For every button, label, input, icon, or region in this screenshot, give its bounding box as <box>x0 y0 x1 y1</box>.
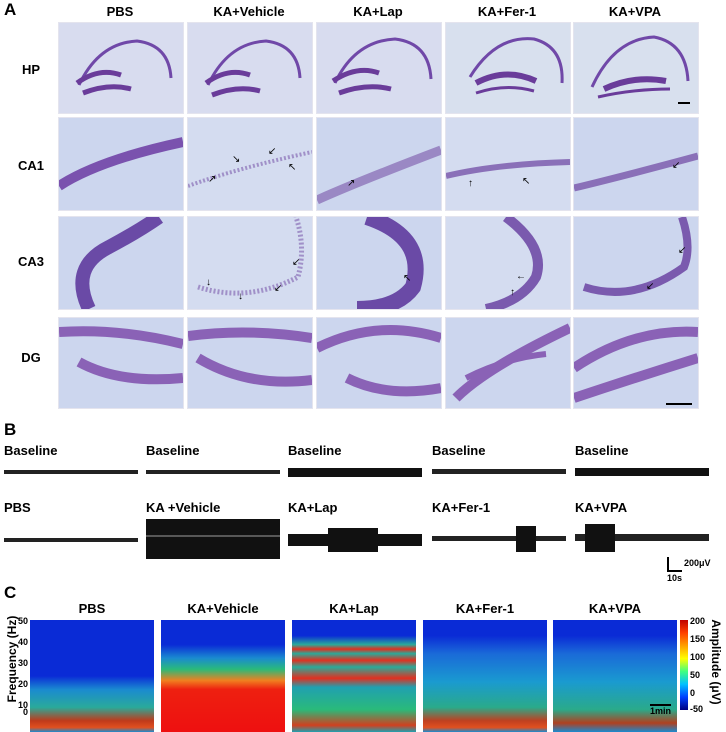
colorbar <box>680 620 688 710</box>
baseline-trace-3 <box>288 468 422 477</box>
col-label-ka-vpa: KA+VPA <box>608 4 662 19</box>
spectrogram-ka-fer1 <box>423 620 547 732</box>
svg-text:↖: ↖ <box>522 176 530 187</box>
row-label-hp: HP <box>21 62 41 77</box>
treatment-trace-ka-lap <box>288 528 422 552</box>
colorbar-tick-minus50: -50 <box>690 704 704 714</box>
ca3-image-ka-fer1: ← ↑ <box>445 216 571 310</box>
svg-text:↙: ↙ <box>672 160 680 171</box>
baseline-label-2: Baseline <box>146 443 200 458</box>
y-tick-10: 10 <box>17 700 28 710</box>
row-label-ca1: CA1 <box>17 158 44 173</box>
hp-image-ka-lap <box>316 22 442 114</box>
treatment-trace-ka-fer1 <box>432 526 566 552</box>
svg-text:↗: ↗ <box>208 174 216 185</box>
hp-image-ka-vpa <box>573 22 699 114</box>
spec-title-ka-fer1: KA+Fer-1 <box>455 601 515 616</box>
panel-c-label: C <box>4 583 17 602</box>
col-label-ka-fer1: KA+Fer-1 <box>477 4 537 19</box>
ca1-image-ka-lap: ↗ <box>316 117 442 211</box>
treatment-label-ka-vpa: KA+VPA <box>575 500 628 515</box>
treatment-trace-ka-vpa <box>575 524 709 552</box>
spec-title-ka-lap: KA+Lap <box>329 601 379 616</box>
y-tick-20: 20 <box>17 679 28 689</box>
scale-amplitude: 200μV <box>684 558 711 568</box>
colorbar-label: Amplitude (μV) <box>709 619 723 705</box>
y-tick-40: 40 <box>17 637 28 647</box>
svg-text:↙: ↙ <box>292 257 300 268</box>
colorbar-tick-200: 200 <box>690 616 706 626</box>
svg-text:↙: ↙ <box>274 283 282 294</box>
col-label-pbs: PBS <box>106 4 134 19</box>
baseline-label-5: Baseline <box>575 443 629 458</box>
y-tick-30: 30 <box>17 658 28 668</box>
scale-time: 10s <box>667 573 683 583</box>
spectrogram-ka-vpa <box>553 620 677 732</box>
treatment-label-ka-lap: KA+Lap <box>288 500 338 515</box>
panel-b-label: B <box>4 420 17 439</box>
ca3-image-pbs <box>58 216 184 310</box>
row-label-dg: DG <box>21 350 41 365</box>
spec-title-ka-vpa: KA+VPA <box>588 601 642 616</box>
svg-text:↙: ↙ <box>646 281 654 292</box>
dg-image-ka-fer1 <box>445 317 571 409</box>
svg-text:↘: ↘ <box>232 154 240 165</box>
col-label-ka-lap: KA+Lap <box>353 4 403 19</box>
ca1-image-ka-fer1: ↑ ↖ <box>445 117 571 211</box>
ca1-image-ka-vehicle: ↘ ↙ ↗ ↖ <box>187 117 313 211</box>
time-scale: 1min <box>650 704 672 716</box>
dg-image-ka-lap <box>316 317 442 409</box>
baseline-trace-1 <box>4 470 138 474</box>
treatment-trace-ka-vehicle <box>146 519 280 559</box>
baseline-label-1: Baseline <box>4 443 58 458</box>
svg-text:↖: ↖ <box>288 162 296 173</box>
svg-text:↑: ↑ <box>510 287 515 298</box>
ca1-image-pbs <box>58 117 184 211</box>
treatment-trace-pbs <box>4 538 138 542</box>
baseline-trace-5 <box>575 468 709 476</box>
treatment-label-ka-fer1: KA+Fer-1 <box>432 500 491 515</box>
svg-text:↑: ↑ <box>468 178 473 189</box>
spec-title-pbs: PBS <box>78 601 106 616</box>
svg-text:↖: ↖ <box>403 273 411 284</box>
col-label-ka-vehicle: KA+Vehicle <box>213 4 285 19</box>
dg-image-ka-vehicle <box>187 317 313 409</box>
scale-bar <box>667 557 682 572</box>
colorbar-tick-50: 50 <box>690 670 701 680</box>
ca3-image-ka-vehicle: ↓ ↓ ↙ ↙ <box>187 216 313 310</box>
hp-image-ka-vehicle <box>187 22 313 114</box>
panel-a-label: A <box>4 0 17 19</box>
colorbar-tick-150: 150 <box>690 634 706 644</box>
baseline-label-3: Baseline <box>288 443 342 458</box>
ca3-image-ka-lap: ↖ <box>316 216 442 310</box>
svg-text:↙: ↙ <box>678 245 686 256</box>
spectrogram-ka-vehicle <box>161 620 285 732</box>
treatment-label-pbs: PBS <box>4 500 31 515</box>
svg-text:←: ← <box>516 271 526 282</box>
ca3-image-ka-vpa: ↙ ↙ <box>573 216 699 310</box>
ca1-image-ka-vpa: ↙ <box>573 117 699 211</box>
svg-text:↗: ↗ <box>347 178 355 189</box>
colorbar-tick-0: 0 <box>690 688 696 698</box>
colorbar-tick-100: 100 <box>690 652 706 662</box>
dg-image-ka-vpa <box>573 317 699 409</box>
spectrogram-ka-lap <box>292 620 416 732</box>
baseline-trace-2 <box>146 470 280 474</box>
svg-text:↓: ↓ <box>206 277 211 288</box>
svg-text:↓: ↓ <box>238 291 243 302</box>
treatment-label-ka-vehicle: KA +Vehicle <box>146 500 221 515</box>
y-tick-0: 0 <box>22 707 28 717</box>
baseline-trace-4 <box>432 469 566 474</box>
y-tick-50: 50 <box>17 616 28 626</box>
dg-image-pbs <box>58 317 184 409</box>
spectrogram-pbs <box>30 620 154 732</box>
hp-image-ka-fer1 <box>445 22 571 114</box>
spec-title-ka-vehicle: KA+Vehicle <box>187 601 259 616</box>
hp-image-pbs <box>58 22 184 114</box>
svg-text:↙: ↙ <box>268 146 276 157</box>
baseline-label-4: Baseline <box>432 443 486 458</box>
row-label-ca3: CA3 <box>17 254 44 269</box>
